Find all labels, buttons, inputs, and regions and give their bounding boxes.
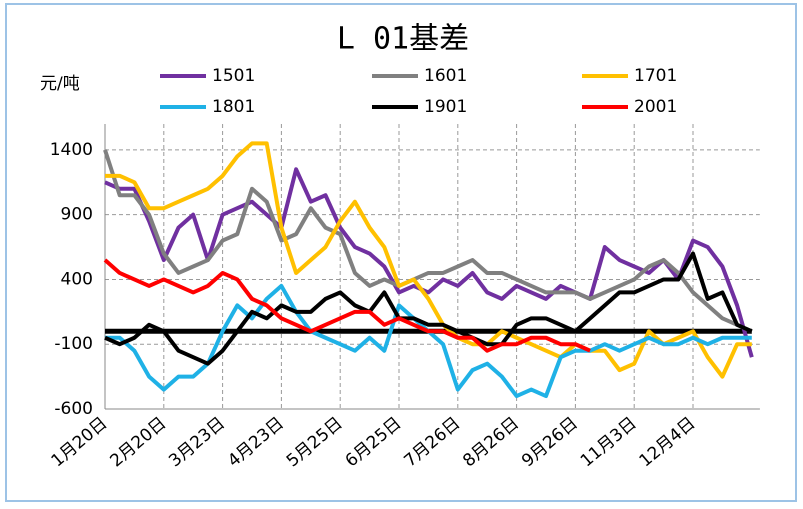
y-tick-label: 400: [61, 269, 93, 289]
x-tick-label: 4月23日: [224, 413, 288, 471]
y-tick-label: 900: [61, 205, 93, 225]
x-tick-label: 8月26日: [459, 413, 523, 471]
legend-label: 1901: [424, 97, 467, 117]
y-axis-label: 元/吨: [40, 74, 80, 94]
legend-label: 2001: [634, 97, 677, 117]
y-tick-label: 1400: [50, 140, 93, 160]
x-tick-label: 5月25日: [283, 413, 347, 471]
legend-label: 1801: [212, 97, 255, 117]
series-line: [103, 258, 591, 353]
legend-label: 1701: [634, 66, 677, 86]
y-tick-label: -600: [54, 399, 93, 419]
x-tick-label: 11月3日: [577, 413, 641, 471]
legend-label: 1601: [424, 66, 467, 86]
series-line: [103, 149, 753, 334]
x-tick-label: 1月20日: [48, 413, 112, 471]
frame: [5, 3, 797, 502]
legend-label: 1501: [212, 66, 255, 86]
y-tick-label: -100: [54, 334, 93, 354]
x-tick-label: 2月20日: [106, 413, 170, 471]
x-tick-label: 7月26日: [400, 413, 464, 471]
x-tick-label: 3月23日: [165, 413, 229, 471]
x-tick-label: 9月26日: [518, 413, 582, 471]
x-tick-label: 6月25日: [342, 413, 406, 471]
series-line: [104, 251, 753, 366]
x-tick-label: 12月4日: [636, 413, 700, 471]
chart-title: L 01基差: [337, 22, 469, 57]
